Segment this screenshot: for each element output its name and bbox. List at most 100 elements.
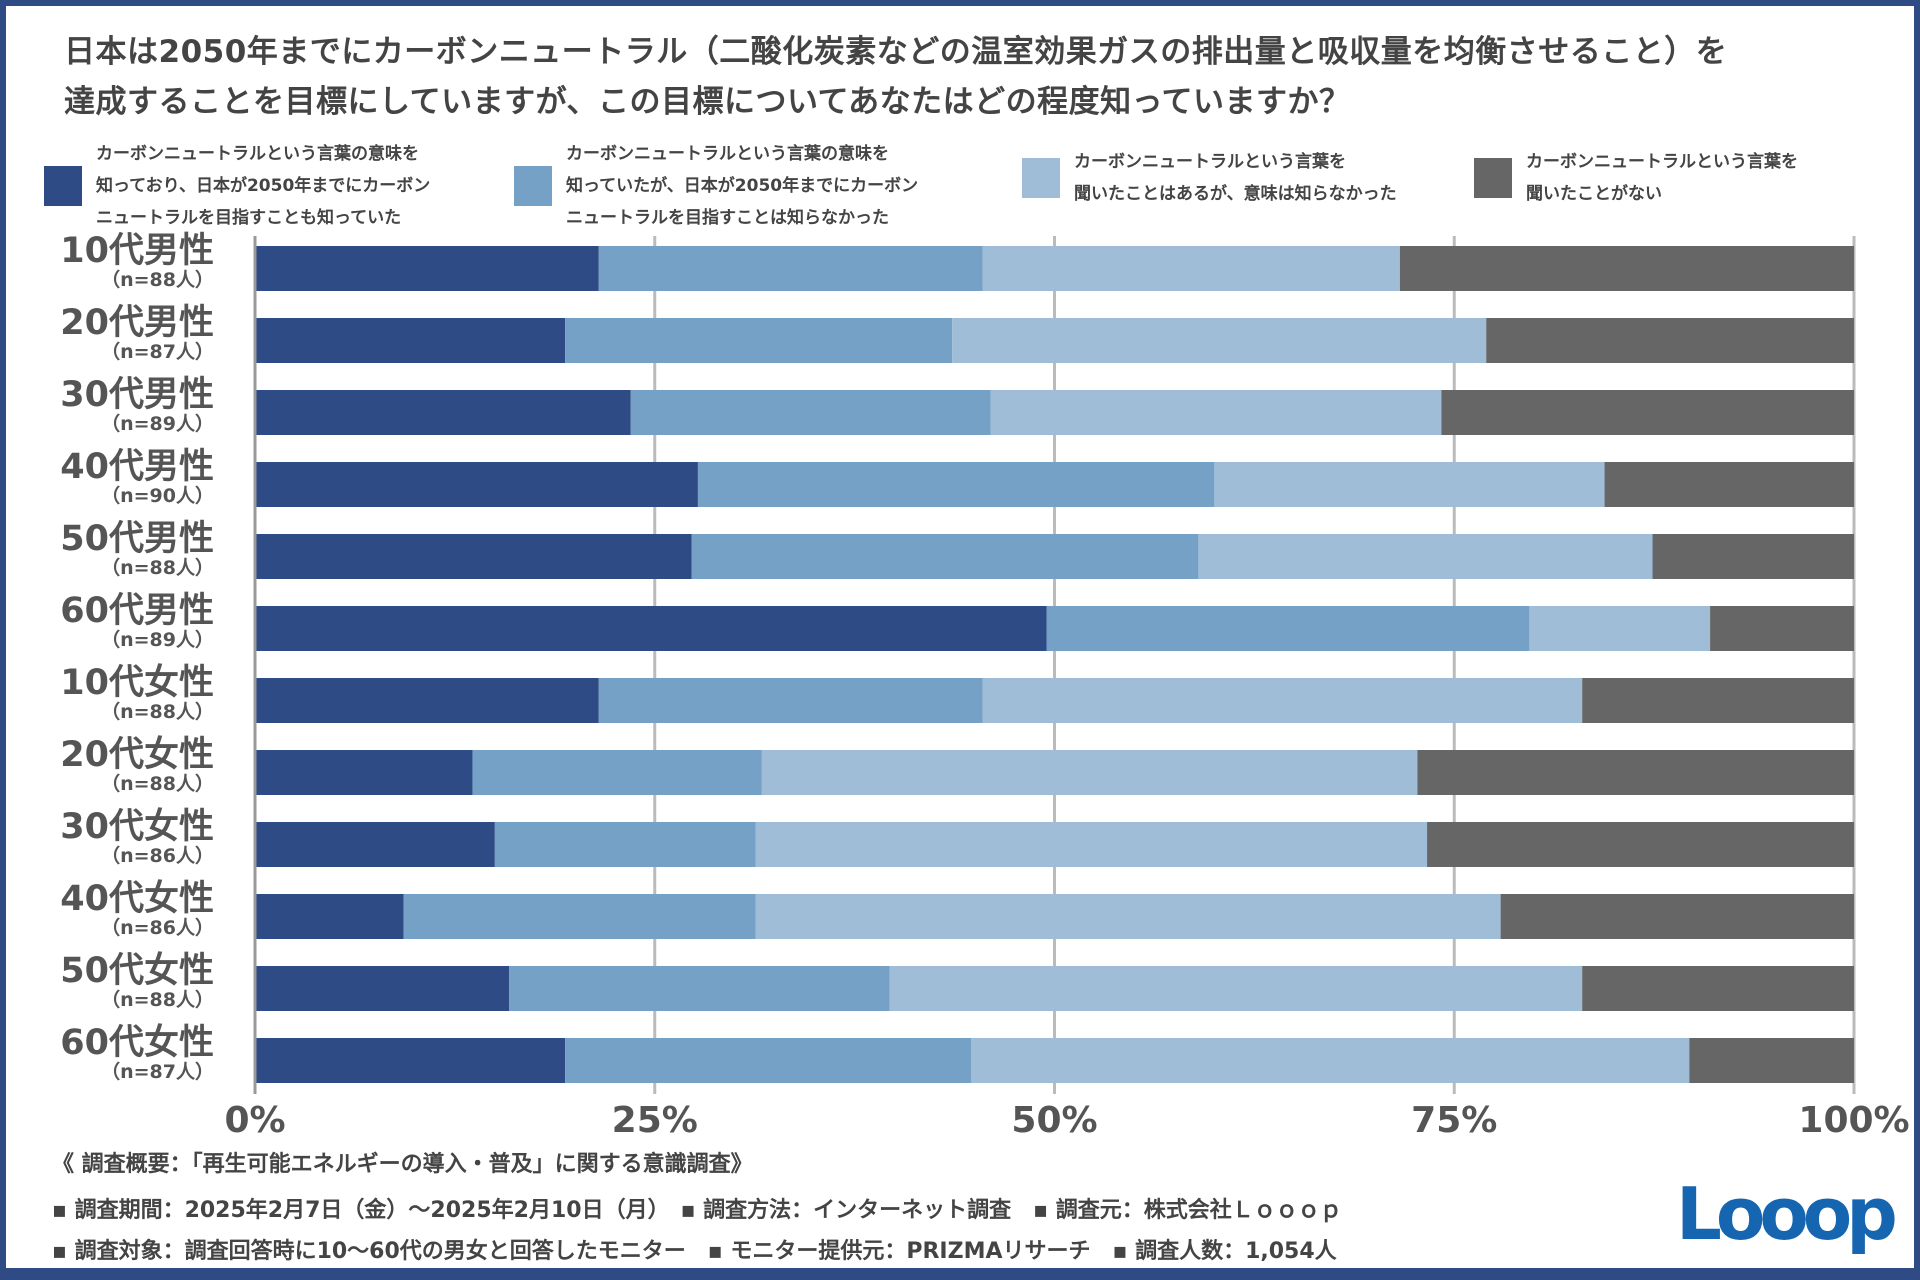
chart-title-line-2: 達成することを目標にしていますが、この目標についてあなたはどの程度知っていますか… — [64, 84, 1351, 120]
bar-segment-series-1 — [255, 894, 404, 939]
legend-swatch — [514, 166, 552, 206]
bar-segment-series-4 — [1689, 1038, 1854, 1083]
sample-size-label: （n=86人） — [101, 917, 214, 939]
x-tick-label: 75% — [1411, 1100, 1498, 1141]
group-label: 20代女性 — [60, 735, 214, 775]
legend-label: カーボンニュートラルという言葉を 聞いたことはあるが、意味は知らなかった — [1074, 152, 1397, 204]
bar-segment-series-3 — [982, 246, 1400, 291]
sample-size-label: （n=88人） — [101, 989, 214, 1011]
sample-size-label: （n=90人） — [101, 485, 214, 507]
x-tick-label: 25% — [611, 1100, 698, 1141]
category-label: 40代男性 （n=90人） — [60, 448, 214, 506]
bar-segment-series-2 — [598, 246, 983, 291]
survey-summary-heading: 《 調査概要：「再生可能エネルギーの導入・普及」に関する意識調査》 — [52, 1152, 753, 1177]
category-label: 50代女性 （n=88人） — [60, 952, 214, 1010]
bar-segment-series-2 — [697, 462, 1215, 507]
group-label: 50代女性 — [60, 951, 214, 991]
bar-segment-series-1 — [255, 534, 692, 579]
bar-segment-series-3 — [952, 318, 1487, 363]
sample-size-label: （n=89人） — [101, 629, 214, 651]
bar-segment-series-4 — [1427, 822, 1854, 867]
survey-details-line-1: ▪ 調査期間：2025年2月7日（金）〜2025年2月10日（月） ▪ 調査方法… — [52, 1198, 1342, 1223]
bar-segment-series-4 — [1500, 894, 1854, 939]
bar-segment-series-1 — [255, 678, 599, 723]
bar-segment-series-2 — [630, 390, 991, 435]
bar-segment-series-4 — [1710, 606, 1854, 651]
x-tick-label: 100% — [1798, 1100, 1910, 1141]
bar-segment-series-2 — [509, 966, 890, 1011]
bar-segment-series-1 — [255, 606, 1047, 651]
bar-segment-series-4 — [1604, 462, 1854, 507]
sample-size-label: （n=88人） — [101, 773, 214, 795]
group-label: 60代女性 — [60, 1023, 214, 1063]
bar-segment-series-3 — [1198, 534, 1653, 579]
bar-segment-series-4 — [1652, 534, 1854, 579]
x-tick-label: 50% — [1011, 1100, 1098, 1141]
category-label: 10代女性 （n=88人） — [60, 664, 214, 722]
group-label: 40代男性 — [60, 447, 214, 487]
category-label: 60代男性 （n=89人） — [60, 592, 214, 650]
legend-swatch — [1474, 158, 1512, 198]
bar-segment-series-2 — [472, 750, 762, 795]
bar-segment-series-3 — [1214, 462, 1605, 507]
group-label: 40代女性 — [60, 879, 214, 919]
legend-swatch — [44, 166, 82, 206]
legend-label: カーボンニュートラルという言葉の意味を 知っており、日本が2050年までにカーボ… — [96, 144, 431, 228]
bar-segment-series-2 — [598, 678, 983, 723]
sample-size-label: （n=88人） — [101, 557, 214, 579]
legend-item-3: カーボンニュートラルという言葉を 聞いたことはあるが、意味は知らなかった — [1022, 146, 1397, 210]
group-label: 20代男性 — [60, 303, 214, 343]
category-label: 50代男性 （n=88人） — [60, 520, 214, 578]
group-label: 30代男性 — [60, 375, 214, 415]
sample-size-label: （n=87人） — [101, 341, 214, 363]
category-label: 40代女性 （n=86人） — [60, 880, 214, 938]
legend-item-4: カーボンニュートラルという言葉を 聞いたことがない — [1474, 146, 1798, 210]
bar-segment-series-2 — [1046, 606, 1530, 651]
bar-segment-series-3 — [755, 894, 1501, 939]
bar-segment-series-1 — [255, 390, 631, 435]
bar-segment-series-3 — [889, 966, 1583, 1011]
bar-segment-series-3 — [755, 822, 1428, 867]
survey-details-line-2: ▪ 調査対象：調査回答時に10〜60代の男女と回答したモニター ▪ モニター提供… — [52, 1239, 1337, 1264]
bar-segment-series-1 — [255, 246, 599, 291]
legend-swatch — [1022, 158, 1060, 198]
legend-item-1: カーボンニュートラルという言葉の意味を 知っており、日本が2050年までにカーボ… — [44, 138, 430, 234]
bar-segment-series-1 — [255, 318, 566, 363]
bar-segment-series-4 — [1441, 390, 1854, 435]
bar-segment-series-3 — [971, 1038, 1690, 1083]
bar-segment-series-3 — [982, 678, 1583, 723]
category-label: 30代男性 （n=89人） — [60, 376, 214, 434]
group-label: 50代男性 — [60, 519, 214, 559]
legend-item-2: カーボンニュートラルという言葉の意味を 知っていたが、日本が2050年までにカー… — [514, 138, 918, 234]
bar-segment-series-3 — [1529, 606, 1711, 651]
bar-segment-series-1 — [255, 750, 473, 795]
category-label: 20代男性 （n=87人） — [60, 304, 214, 362]
x-tick-label: 0% — [224, 1100, 286, 1141]
sample-size-label: （n=87人） — [101, 1061, 214, 1083]
legend-label: カーボンニュートラルという言葉を 聞いたことがない — [1526, 152, 1798, 204]
bar-segment-series-4 — [1399, 246, 1854, 291]
category-label: 30代女性 （n=86人） — [60, 808, 214, 866]
group-label: 30代女性 — [60, 807, 214, 847]
category-label: 20代女性 （n=88人） — [60, 736, 214, 794]
group-label: 10代男性 — [60, 231, 214, 271]
bar-segment-series-4 — [1582, 966, 1854, 1011]
sample-size-label: （n=89人） — [101, 413, 214, 435]
chart-title-line-1: 日本は2050年までにカーボンニュートラル（二酸化炭素などの温室効果ガスの排出量… — [64, 34, 1728, 70]
bar-segment-series-1 — [255, 966, 510, 1011]
bar-segment-series-1 — [255, 462, 698, 507]
bar-segment-series-2 — [403, 894, 756, 939]
sample-size-label: （n=88人） — [101, 269, 214, 291]
looop-logo: Looop — [1676, 1172, 1898, 1256]
bar-segment-series-1 — [255, 822, 495, 867]
category-label: 60代女性 （n=87人） — [60, 1024, 214, 1082]
bar-segment-series-2 — [565, 318, 953, 363]
legend-label: カーボンニュートラルという言葉の意味を 知っていたが、日本が2050年までにカー… — [566, 144, 919, 228]
bar-segment-series-2 — [565, 1038, 972, 1083]
category-label: 10代男性 （n=88人） — [60, 232, 214, 290]
bar-segment-series-4 — [1582, 678, 1854, 723]
sample-size-label: （n=86人） — [101, 845, 214, 867]
bar-segment-series-3 — [761, 750, 1418, 795]
bar-segment-series-1 — [255, 1038, 566, 1083]
